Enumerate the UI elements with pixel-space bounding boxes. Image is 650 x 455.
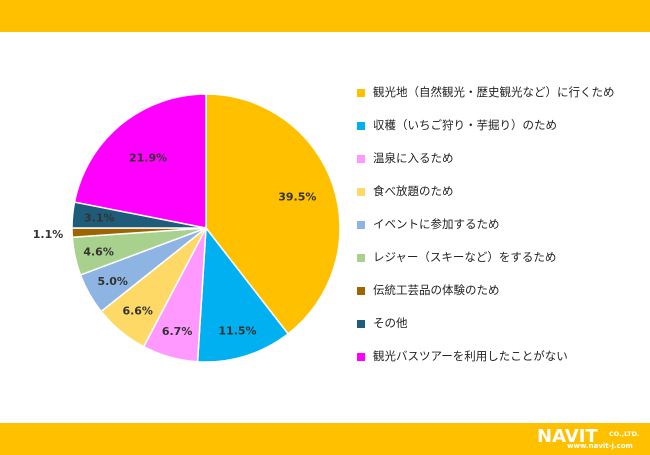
logo-company-suffix: CO.,LTD. [609,430,640,438]
legend-label: その他 [373,316,408,330]
legend-item: その他 [357,315,615,348]
legend-swatch [357,155,365,163]
pie-data-label: 11.5% [218,325,256,338]
legend-item: 食べ放題のため [357,183,615,216]
pie-data-label: 6.7% [162,325,193,338]
legend-item: 観光バスツアーを利用したことがない [357,348,615,381]
pie-data-label: 3.1% [84,212,115,225]
legend-item: 伝統工芸品の体験のため [357,282,615,315]
pie-data-label: 39.5% [278,191,316,204]
company-logo: NAVIT CO.,LTD. www.navit-j.com [537,426,645,452]
pie-data-label: 1.1% [33,228,64,241]
pie-data-label: 5.0% [97,275,128,288]
legend-swatch [357,254,365,262]
legend-swatch [357,221,365,229]
legend-label: イベントに参加するため [373,217,500,231]
logo-url: www.navit-j.com [567,442,633,450]
pie-data-label: 4.6% [83,245,114,258]
legend-swatch [357,188,365,196]
legend-label: 観光バスツアーを利用したことがない [373,349,568,363]
legend-label: 温泉に入るため [373,151,454,165]
pie-data-labels: 39.5% 11.5% 6.7% 6.6% 5.0% 4.6% 1.1% 3.1% 21.9% [33,152,317,339]
legend-swatch [357,320,365,328]
legend-label: 食べ放題のため [373,184,454,198]
legend-swatch [357,89,365,97]
legend-label: 伝統工芸品の体験のため [373,283,500,297]
pie-chart: 39.5% 11.5% 6.7% 6.6% 5.0% 4.6% 1.1% 3.1% 21.9% [33,93,341,363]
chart-legend: 観光地（自然観光・歴史観光など）に行くため 収穫（いちご狩り・芋掘り）のため 温泉に… [357,84,615,381]
legend-item: 収穫（いちご狩り・芋掘り）のため [357,117,615,150]
pie-data-label: 6.6% [122,305,153,318]
pie-slice [73,93,207,229]
legend-swatch [357,122,365,130]
legend-label: レジャー（スキーなど）をするため [373,250,557,264]
pie-data-label: 21.9% [129,152,167,165]
legend-swatch [357,287,365,295]
logo-wordmark: NAVIT [537,426,598,447]
legend-item: 観光地（自然観光・歴史観光など）に行くため [357,84,615,117]
pie-slice [205,93,341,335]
bottom-banner [0,423,650,455]
pie-slices [71,93,341,363]
pie-slice [196,225,290,363]
top-banner [0,0,650,32]
legend-label: 観光地（自然観光・歴史観光など）に行くため [373,85,615,99]
legend-item: 温泉に入るため [357,150,615,183]
legend-swatch [357,353,365,361]
legend-item: イベントに参加するため [357,216,615,249]
legend-label: 収穫（いちご狩り・芋掘り）のため [373,118,557,132]
legend-item: レジャー（スキーなど）をするため [357,249,615,282]
